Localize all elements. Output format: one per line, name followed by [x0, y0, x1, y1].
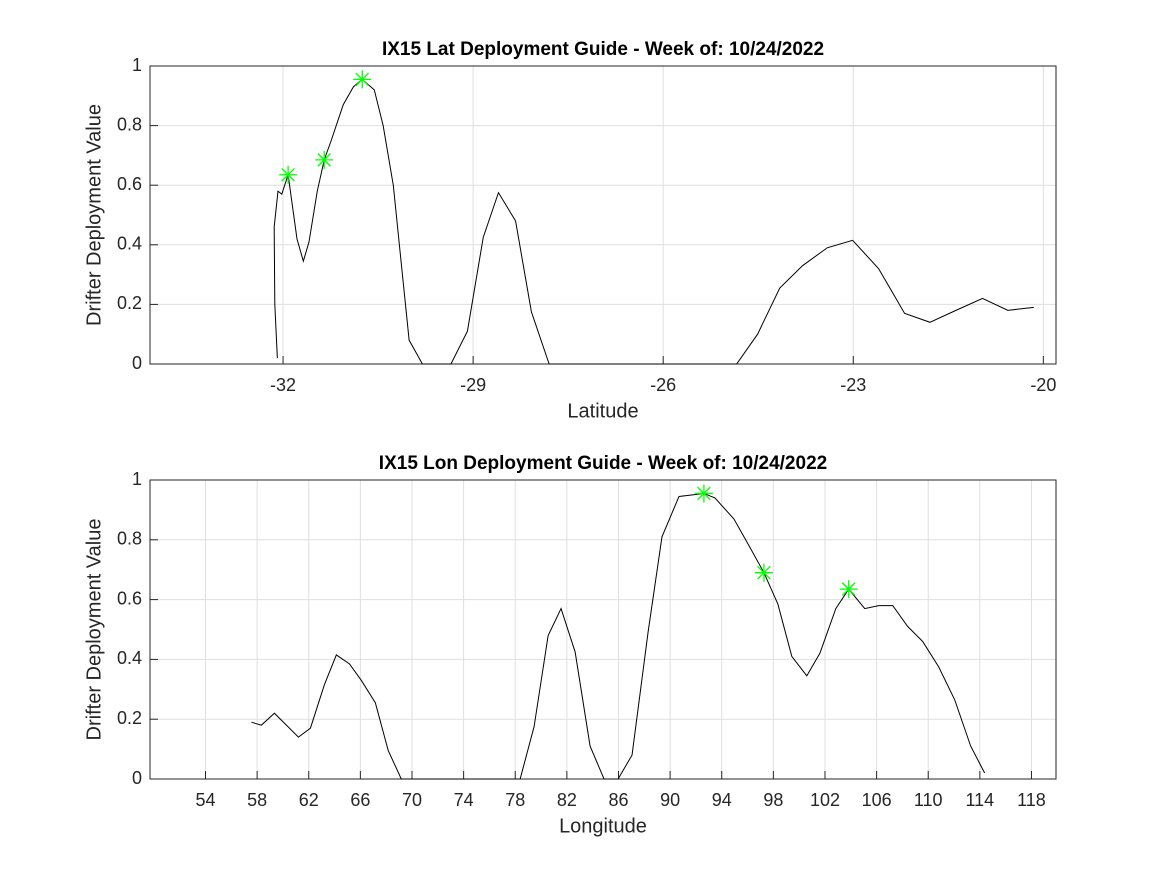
y-tick-label: 1 [132, 469, 142, 489]
y-tick-label: 0 [132, 768, 142, 788]
star-marker [353, 70, 372, 89]
x-tick-label: 90 [660, 790, 680, 810]
plot-area [150, 480, 1056, 779]
x-tick-label: 118 [1017, 790, 1046, 810]
x-tick-label: 70 [402, 790, 422, 810]
star-marker [694, 484, 713, 503]
x-tick-label: -32 [270, 375, 296, 395]
y-tick-label: 0.8 [117, 529, 142, 549]
x-tick-label: 102 [810, 790, 840, 810]
x-tick-label: 86 [608, 790, 628, 810]
x-tick-label: 62 [299, 790, 319, 810]
y-tick-label: 0.6 [117, 174, 142, 194]
x-axis-label: Longitude [559, 815, 647, 837]
y-tick-label: 0.4 [117, 234, 142, 254]
star-marker [839, 580, 858, 599]
data-line [273, 78, 1034, 365]
x-tick-label: 66 [350, 790, 370, 810]
x-tick-label: 54 [195, 790, 215, 810]
x-tick-label: 94 [712, 790, 732, 810]
x-axis-label: Latitude [567, 400, 638, 422]
x-tick-label: 82 [557, 790, 577, 810]
x-tick-label: 98 [763, 790, 783, 810]
x-tick-label: 58 [247, 790, 267, 810]
x-tick-label: -23 [840, 375, 866, 395]
x-tick-label: 106 [862, 790, 892, 810]
x-tick-label: 78 [505, 790, 525, 810]
x-tick-label: -20 [1030, 375, 1056, 395]
y-axis-label: Drifter Deployment Value [83, 104, 105, 326]
star-marker [279, 165, 298, 184]
chart-title: IX15 Lat Deployment Guide - Week of: 10/… [382, 39, 824, 60]
x-tick-label: -26 [650, 375, 676, 395]
x-tick-label: -29 [460, 375, 486, 395]
y-tick-label: 0.6 [117, 588, 142, 608]
axes-box [149, 479, 1057, 780]
y-tick-label: 0.8 [117, 114, 142, 134]
chart-title: IX15 Lon Deployment Guide - Week of: 10/… [379, 453, 827, 474]
x-tick-label: 74 [454, 790, 474, 810]
x-tick-label: 110 [914, 790, 943, 810]
x-tick-label: 114 [966, 790, 995, 810]
star-marker [754, 563, 773, 582]
plot-area [150, 66, 1056, 364]
y-tick-label: 0.4 [117, 648, 142, 668]
y-tick-label: 0.2 [117, 293, 142, 313]
star-marker [315, 150, 334, 169]
y-tick-label: 1 [132, 55, 142, 75]
y-tick-label: 0 [132, 353, 142, 373]
y-axis-label: Drifter Deployment Value [83, 519, 105, 741]
y-tick-label: 0.2 [117, 708, 142, 728]
data-line [251, 492, 986, 780]
